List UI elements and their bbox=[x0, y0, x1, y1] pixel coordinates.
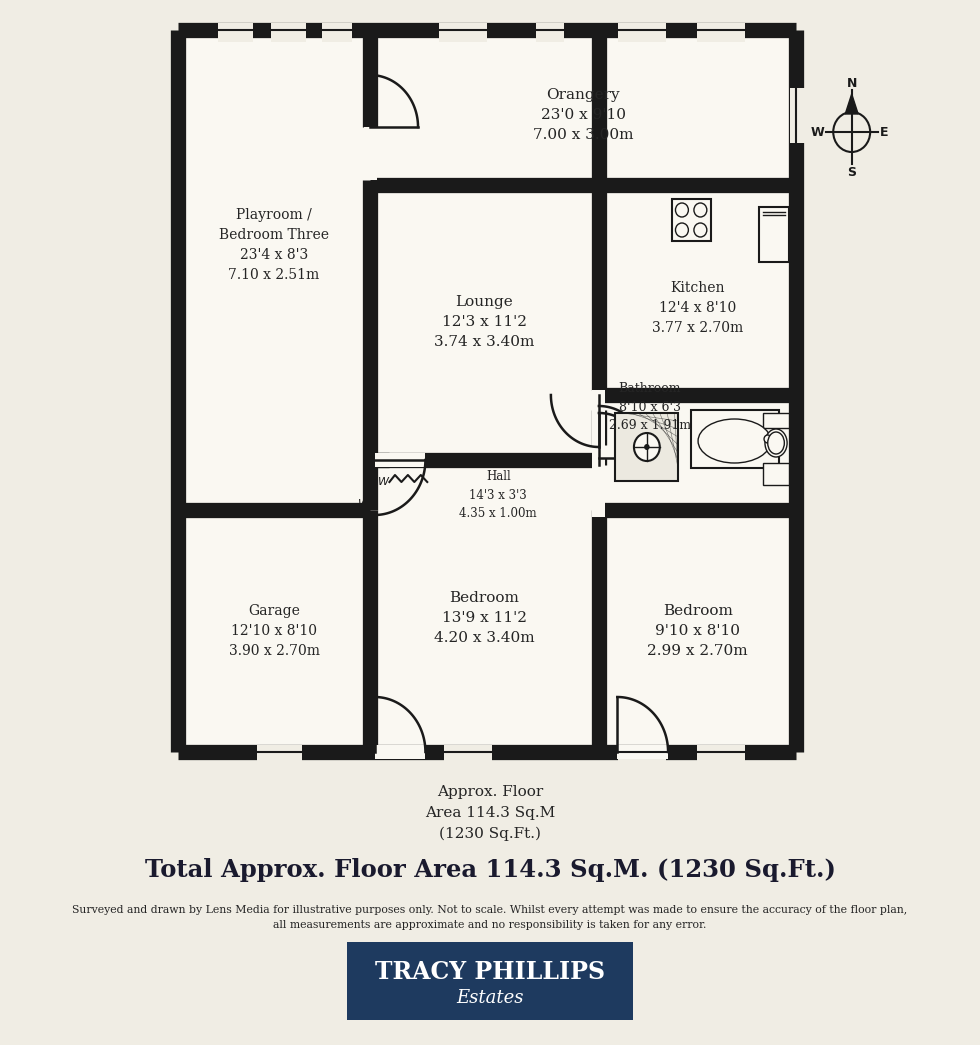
Text: S: S bbox=[847, 166, 857, 179]
Bar bbox=[617, 745, 668, 759]
Text: Bedroom
13'9 x 11'2
4.20 x 3.40m: Bedroom 13'9 x 11'2 4.20 x 3.40m bbox=[434, 591, 535, 645]
Bar bbox=[593, 458, 606, 510]
Text: Playroom /
Bedroom Three
23'4 x 8'3
7.10 x 2.51m: Playroom / Bedroom Three 23'4 x 8'3 7.10… bbox=[220, 208, 329, 282]
Bar bbox=[444, 745, 492, 764]
Bar bbox=[218, 23, 253, 42]
Circle shape bbox=[634, 433, 660, 461]
Text: Garage
12'10 x 8'10
3.90 x 2.70m: Garage 12'10 x 8'10 3.90 x 2.70m bbox=[228, 604, 319, 658]
Bar bbox=[697, 23, 745, 42]
Bar bbox=[364, 127, 376, 180]
Circle shape bbox=[764, 435, 771, 443]
Bar bbox=[618, 745, 666, 764]
Bar bbox=[374, 452, 425, 467]
Text: all measurements are approximate and no responsibility is taken for any error.: all measurements are approximate and no … bbox=[273, 920, 707, 930]
Text: Total Approx. Floor Area 114.3 Sq.M. (1230 Sq.Ft.): Total Approx. Floor Area 114.3 Sq.M. (12… bbox=[145, 858, 835, 882]
Bar bbox=[439, 23, 487, 42]
Bar bbox=[691, 410, 779, 468]
Polygon shape bbox=[845, 94, 858, 114]
Bar bbox=[697, 745, 745, 764]
Text: Kitchen
12'4 x 8'10
3.77 x 2.70m: Kitchen 12'4 x 8'10 3.77 x 2.70m bbox=[652, 281, 743, 335]
Bar bbox=[178, 30, 797, 752]
Circle shape bbox=[675, 203, 688, 217]
Bar bbox=[790, 88, 808, 143]
Bar bbox=[760, 207, 789, 262]
Text: Bathroom
8'10 x 6'3
2.69 x 1.91m: Bathroom 8'10 x 6'3 2.69 x 1.91m bbox=[609, 382, 691, 432]
Text: E: E bbox=[879, 125, 888, 139]
Bar bbox=[593, 465, 606, 517]
Bar bbox=[347, 942, 633, 1020]
Bar bbox=[271, 23, 307, 42]
Text: W: W bbox=[358, 500, 369, 509]
Bar bbox=[763, 413, 789, 428]
Bar bbox=[593, 410, 606, 465]
Circle shape bbox=[675, 223, 688, 237]
Text: Orangery
23'0 x 9'10
7.00 x 3.00m: Orangery 23'0 x 9'10 7.00 x 3.00m bbox=[533, 88, 633, 142]
Bar bbox=[593, 390, 606, 442]
Bar bbox=[364, 127, 376, 180]
Bar bbox=[618, 23, 666, 42]
Text: Hall
14'3 x 3'3
4.35 x 1.00m: Hall 14'3 x 3'3 4.35 x 1.00m bbox=[460, 470, 537, 520]
Text: W: W bbox=[378, 477, 389, 487]
Text: TRACY PHILLIPS: TRACY PHILLIPS bbox=[375, 960, 605, 984]
Bar bbox=[536, 23, 564, 42]
Circle shape bbox=[694, 203, 707, 217]
Ellipse shape bbox=[767, 432, 784, 454]
Text: Lounge
12'3 x 11'2
3.74 x 3.40m: Lounge 12'3 x 11'2 3.74 x 3.40m bbox=[434, 295, 535, 349]
Bar bbox=[593, 390, 606, 448]
Bar bbox=[671, 199, 710, 241]
Bar bbox=[258, 745, 302, 764]
Bar bbox=[615, 413, 678, 481]
Text: N: N bbox=[847, 77, 857, 90]
Circle shape bbox=[694, 223, 707, 237]
Ellipse shape bbox=[765, 429, 787, 457]
Circle shape bbox=[644, 444, 650, 450]
Text: Bedroom
9'10 x 8'10
2.99 x 2.70m: Bedroom 9'10 x 8'10 2.99 x 2.70m bbox=[648, 604, 748, 658]
Ellipse shape bbox=[698, 419, 771, 463]
Text: Approx. Floor
Area 114.3 Sq.M
(1230 Sq.Ft.): Approx. Floor Area 114.3 Sq.M (1230 Sq.F… bbox=[425, 785, 555, 841]
Text: Surveyed and drawn by Lens Media for illustrative purposes only. Not to scale. W: Surveyed and drawn by Lens Media for ill… bbox=[73, 905, 907, 915]
Bar bbox=[322, 23, 352, 42]
Bar bbox=[593, 458, 606, 510]
Text: W: W bbox=[810, 125, 824, 139]
Bar bbox=[374, 745, 425, 759]
Bar bbox=[763, 463, 789, 485]
Text: Estates: Estates bbox=[457, 989, 523, 1007]
